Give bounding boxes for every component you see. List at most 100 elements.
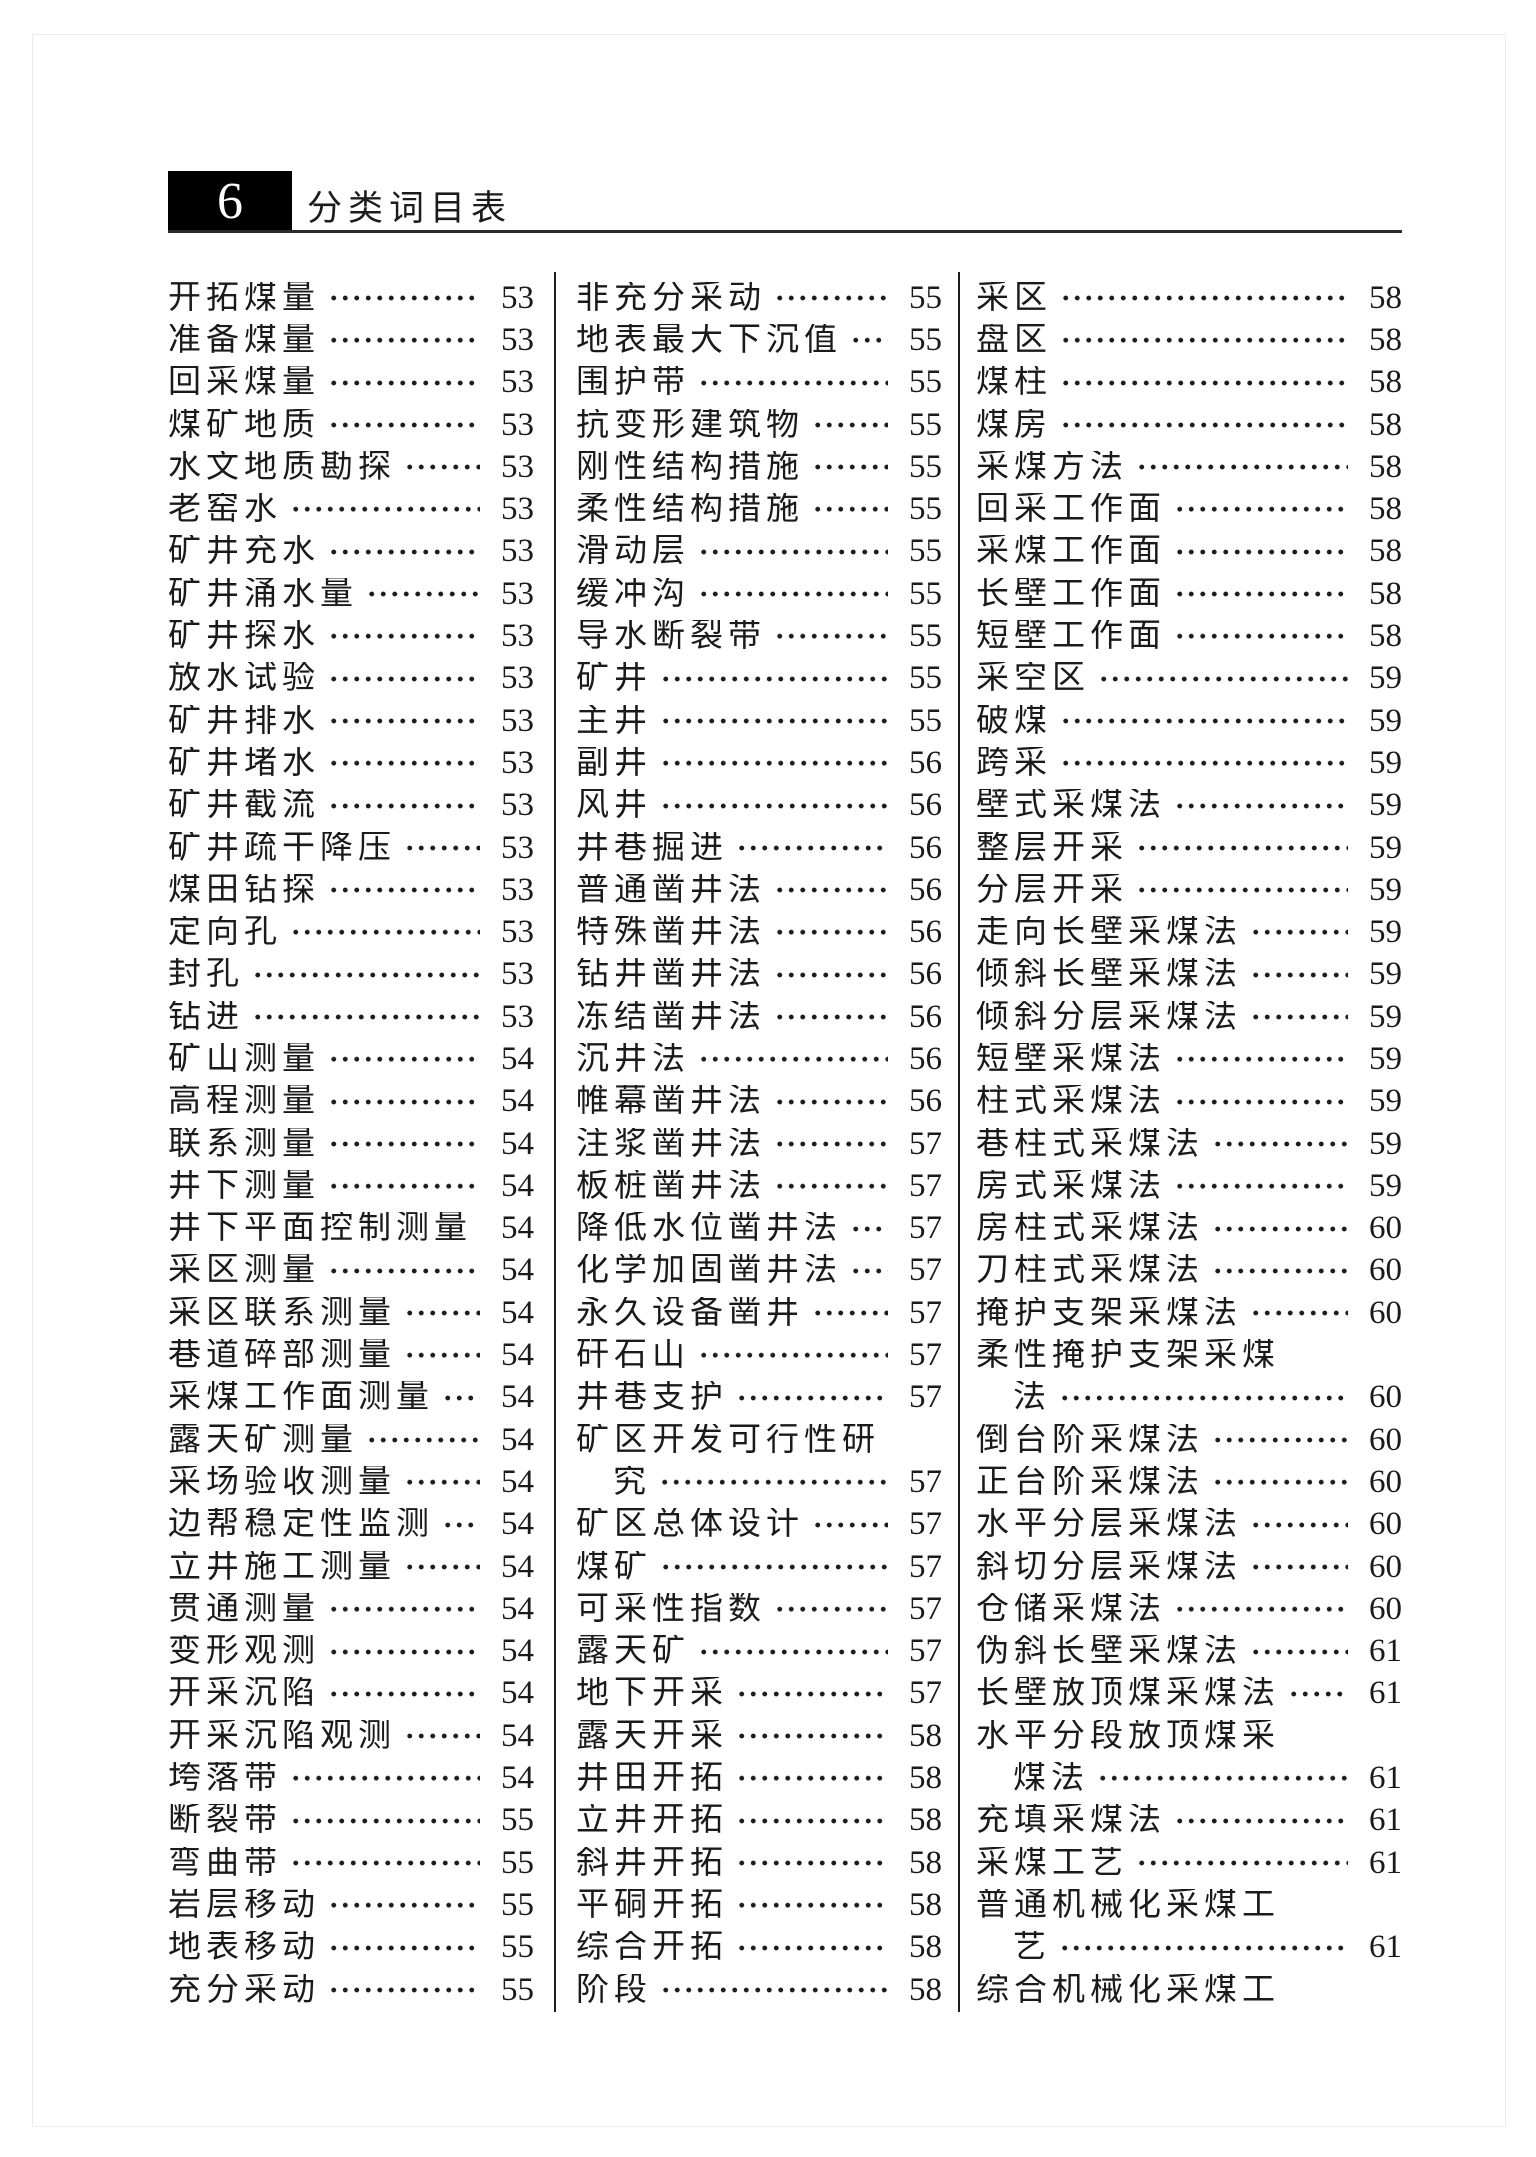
entry-term: 放水试验 — [168, 662, 320, 696]
entry-row: 非充分采动 55 — [576, 277, 942, 320]
dot-leader — [660, 1968, 888, 2012]
entry-row: 采煤方法 58 — [976, 446, 1402, 489]
page-number: 57 — [909, 1633, 942, 1670]
dot-leader — [698, 1038, 888, 1081]
page-number: 58 — [1369, 279, 1402, 316]
entry-row: 露天矿 57 — [576, 1630, 942, 1673]
column-divider — [958, 272, 960, 2012]
page-number: 55 — [501, 1929, 534, 1966]
dot-leader — [290, 1841, 480, 1885]
page-number: 60 — [1369, 1548, 1402, 1585]
page-number: 56 — [909, 871, 942, 908]
entry-row: 井田开拓 58 — [576, 1757, 942, 1800]
dot-leader — [1174, 1588, 1348, 1631]
page-number: 55 — [501, 1971, 534, 2008]
dot-leader — [328, 1588, 480, 1631]
page-number: 54 — [501, 1633, 534, 1670]
entry-term: 立井施工测量 — [168, 1550, 396, 1584]
entry-term: 充分采动 — [168, 1973, 320, 2007]
page-number: 53 — [501, 618, 534, 655]
entry-term: 柔性结构措施 — [576, 493, 804, 527]
page-number: 53 — [501, 956, 534, 993]
page-number: 57 — [909, 1210, 942, 1247]
entry-term: 柱式采煤法 — [976, 1085, 1166, 1119]
entry-row: 长壁工作面 58 — [976, 573, 1402, 616]
entry-term: 煤田钻探 — [168, 873, 320, 907]
entry-row: 煤矿地质 53 — [168, 403, 534, 447]
entry-row: 帷幕凿井法 56 — [576, 1080, 942, 1123]
entry-row: 副井 56 — [576, 742, 942, 785]
entry-term: 露天矿测量 — [168, 1423, 358, 1457]
entry-row: 平硐开拓 58 — [576, 1884, 942, 1927]
page-number: 60 — [1369, 1252, 1402, 1289]
entry-term: 开采沉陷 — [168, 1677, 320, 1711]
dot-leader — [1212, 1207, 1348, 1250]
entry-term: 刀柱式采煤法 — [976, 1254, 1204, 1288]
entry-term: 倾斜分层采煤法 — [976, 1000, 1242, 1034]
entry-row: 矿井堵水 53 — [168, 742, 534, 785]
entry-row: 垮落带 54 — [168, 1757, 534, 1800]
page-number: 54 — [501, 1548, 534, 1585]
dot-leader — [404, 446, 480, 489]
entry-row: 艺 61 — [976, 1926, 1402, 1969]
entry-term: 普通机械化采煤工 — [976, 1888, 1280, 1922]
dot-leader — [442, 1503, 480, 1546]
dot-leader — [290, 911, 480, 954]
entry-term: 露天矿 — [576, 1635, 690, 1669]
dot-leader — [1060, 699, 1348, 743]
entry-row: 矿井充水 53 — [168, 530, 534, 574]
entry-row: 变形观测 54 — [168, 1630, 534, 1673]
page-number: 57 — [909, 1548, 942, 1585]
entry-term: 综合开拓 — [576, 1931, 728, 1965]
entry-row: 高程测量 54 — [168, 1080, 534, 1123]
page-number: 57 — [909, 1125, 942, 1162]
entry-row: 采煤工作面测量 54 — [168, 1376, 534, 1420]
entry-term: 煤矿 — [576, 1550, 652, 1584]
dot-leader — [736, 1757, 888, 1800]
page-number: 54 — [501, 1379, 534, 1416]
entry-term: 采区联系测量 — [168, 1296, 396, 1330]
dot-leader — [1174, 784, 1348, 827]
page-number: 55 — [909, 321, 942, 358]
page-number: 57 — [909, 1463, 942, 1500]
entry-row: 究 57 — [576, 1461, 942, 1504]
page-number: 59 — [1369, 660, 1402, 697]
dot-leader — [1288, 1672, 1348, 1716]
entry-term: 采煤工作面 — [976, 535, 1166, 569]
entry-term: 房柱式采煤法 — [976, 1212, 1204, 1246]
entry-row: 分层开采 59 — [976, 869, 1402, 912]
entry-row: 采区测量 54 — [168, 1249, 534, 1293]
entry-term: 沉井法 — [576, 1042, 690, 1076]
entry-row: 跨采 59 — [976, 742, 1402, 785]
entry-row: 矸石山 57 — [576, 1334, 942, 1377]
entry-term: 长壁放顶煤采煤法 — [976, 1677, 1280, 1711]
entry-term: 短壁工作面 — [976, 620, 1166, 654]
entry-row: 回采煤量 53 — [168, 361, 534, 404]
page-number: 59 — [1369, 1040, 1402, 1077]
entry-term: 地表最大下沉值 — [576, 323, 842, 357]
entry-term: 水平分段放顶煤采 — [976, 1719, 1280, 1753]
dot-leader — [1174, 1165, 1348, 1208]
dot-leader — [366, 573, 480, 616]
entry-term: 普通凿井法 — [576, 873, 766, 907]
page-number: 55 — [909, 364, 942, 401]
entry-term: 开拓煤量 — [168, 281, 320, 315]
dot-leader — [1060, 361, 1348, 404]
entry-term: 伪斜长壁采煤法 — [976, 1635, 1242, 1669]
entry-row: 边帮稳定性监测 54 — [168, 1503, 534, 1546]
page-number: 54 — [501, 1717, 534, 1754]
entry-term: 煤柱 — [976, 366, 1052, 400]
dot-leader — [404, 1715, 480, 1758]
entry-term: 非充分采动 — [576, 281, 766, 315]
page-number: 55 — [909, 618, 942, 655]
entry-term: 破煤 — [976, 704, 1052, 738]
entry-term: 采场验收测量 — [168, 1465, 396, 1499]
entry-row: 冻结凿井法 56 — [576, 996, 942, 1039]
entry-term: 老窑水 — [168, 493, 282, 527]
page-number: 61 — [1369, 1929, 1402, 1966]
entry-row: 联系测量 54 — [168, 1122, 534, 1166]
page-number: 59 — [1369, 829, 1402, 866]
dot-leader — [1250, 911, 1348, 954]
dot-leader — [328, 1884, 480, 1927]
dot-leader — [1212, 1461, 1348, 1504]
